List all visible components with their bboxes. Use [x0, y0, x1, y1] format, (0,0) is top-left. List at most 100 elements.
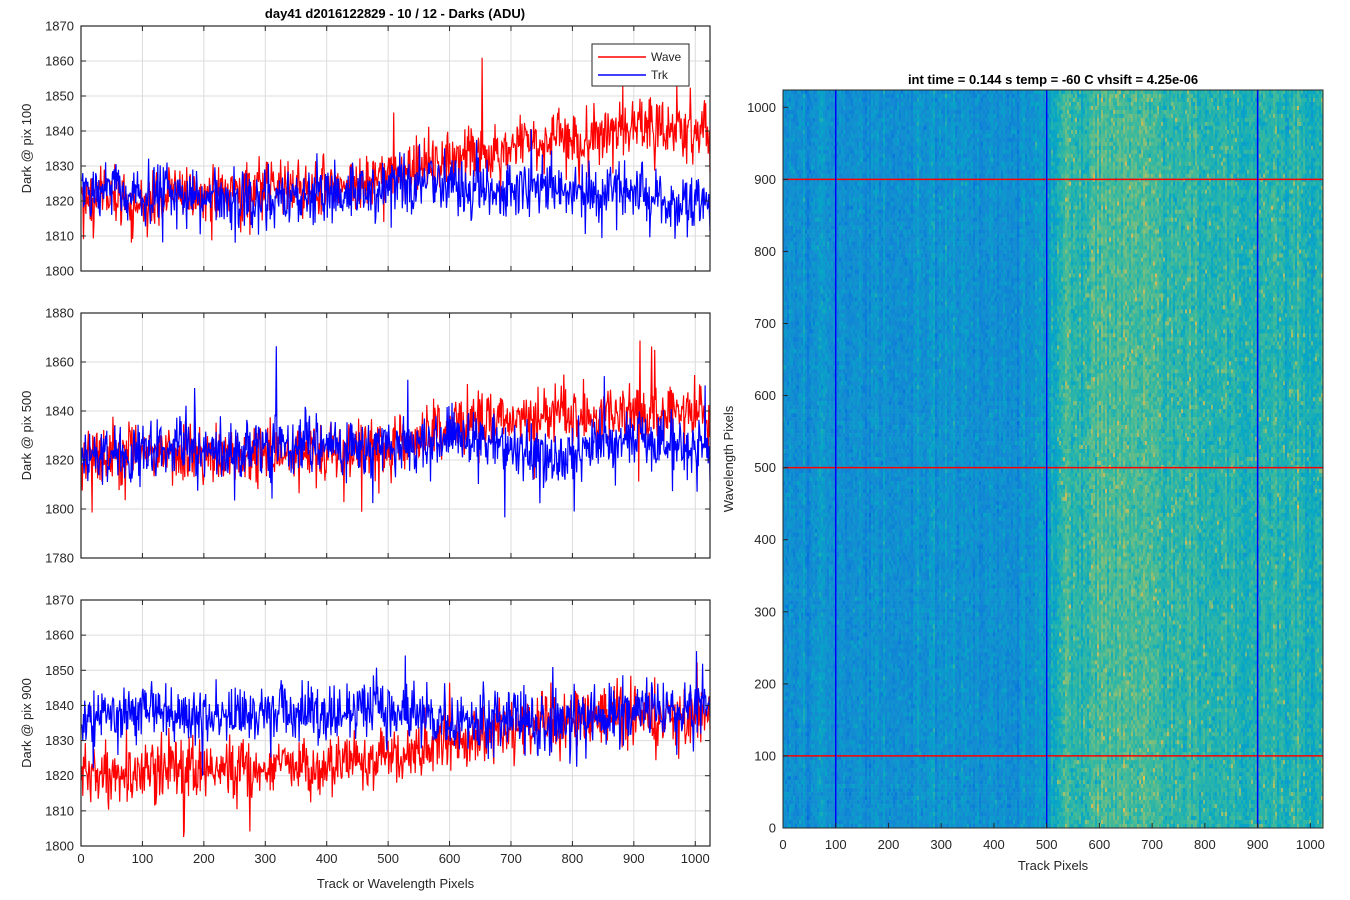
heatmap-cell [1017, 109, 1020, 115]
heatmap-cell [1311, 121, 1314, 127]
heatmap-cell [1301, 133, 1304, 139]
heatmap-cell [865, 149, 868, 155]
heatmap-cell [993, 105, 996, 111]
heatmap-cell [1083, 117, 1086, 123]
heatmap-cell [1115, 137, 1118, 143]
heatmap-cell [1099, 137, 1102, 143]
heatmap-cell [1015, 97, 1018, 103]
heatmap-cell [1299, 137, 1302, 143]
heatmap-cell [1117, 109, 1120, 115]
heatmap-cell [815, 97, 818, 103]
heatmap-cell [885, 117, 888, 123]
heatmap-cell [917, 145, 920, 151]
heatmap-cell [1101, 93, 1104, 99]
heatmap-cell [815, 129, 818, 135]
heatmap-cell [785, 153, 788, 159]
heatmap-cell [885, 97, 888, 103]
heatmap-cell [1085, 113, 1088, 119]
heatmap-cell [919, 109, 922, 115]
heatmap-cell [1133, 141, 1136, 147]
heatmap-cell [827, 109, 830, 115]
heatmap-cell [941, 133, 944, 139]
heatmap-cell [1321, 125, 1324, 131]
heatmap-cell [1087, 157, 1090, 163]
heatmap-cell [867, 125, 870, 131]
heatmap-cell [949, 157, 952, 163]
heatmap-cell [1129, 113, 1132, 119]
heatmap-cell [1135, 105, 1138, 111]
heatmap-cell [881, 109, 884, 115]
heatmap-cell [839, 157, 842, 163]
heatmap-cell [1223, 101, 1226, 107]
heatmap-cell [1143, 137, 1146, 143]
heatmap-cell [1135, 125, 1138, 131]
heatmap-cell [1105, 125, 1108, 131]
heatmap-cell [911, 113, 914, 119]
heatmap-cell [1009, 121, 1012, 127]
heatmap-cell [1069, 137, 1072, 143]
heatmap-cell [905, 149, 908, 155]
heatmap-cell [893, 157, 896, 163]
heatmap-cell [1157, 121, 1160, 127]
heatmap-cell [901, 90, 904, 95]
heatmap-cell [879, 129, 882, 135]
heatmap-cell [1043, 117, 1046, 123]
heatmap-cell [1147, 145, 1150, 151]
heatmap-cell [985, 149, 988, 155]
heatmap-cell [1273, 113, 1276, 119]
heatmap-cell [1225, 93, 1228, 99]
heatmap-cell [1169, 149, 1172, 155]
heatmap-cell [1043, 113, 1046, 119]
heatmap-cell [875, 125, 878, 131]
heatmap-cell [895, 125, 898, 131]
heatmap-cell [1071, 145, 1074, 151]
heatmap-cell [1217, 133, 1220, 139]
heatmap-cell [1303, 117, 1306, 123]
heatmap-cell [911, 149, 914, 155]
heatmap-cell [1205, 153, 1208, 159]
heatmap-cell [949, 97, 952, 103]
heatmap-cell [1019, 137, 1022, 143]
heatmap-cell [987, 141, 990, 147]
heatmap-cell [1099, 125, 1102, 131]
heatmap-cell [897, 90, 900, 95]
heatmap-cell [933, 145, 936, 151]
heatmap-cell [1139, 145, 1142, 151]
heatmap-cell [1015, 145, 1018, 151]
heatmap-cell [1217, 117, 1220, 123]
heatmap-cell [925, 93, 928, 99]
heatmap-cell [809, 149, 812, 155]
heatmap-cell [1223, 145, 1226, 151]
heatmap-cell [1195, 141, 1198, 147]
heatmap-cell [1211, 121, 1214, 127]
heatmap-cell [1319, 137, 1322, 143]
heatmap-cell [1193, 149, 1196, 155]
heatmap-cell [1191, 109, 1194, 115]
heatmap-cell [1223, 90, 1226, 95]
heatmap-cell [883, 141, 886, 147]
heatmap-cell [989, 97, 992, 103]
heatmap-cell [847, 137, 850, 143]
heatmap-cell [817, 117, 820, 123]
heatmap-cell [1301, 113, 1304, 119]
heatmap-cell [873, 141, 876, 147]
heatmap-cell [1161, 121, 1164, 127]
heatmap-cell [885, 121, 888, 127]
heatmap-cell [1091, 149, 1094, 155]
heatmap-cell [933, 125, 936, 131]
heatmap-cell [1299, 109, 1302, 115]
heatmap-cell [929, 90, 932, 95]
heatmap-cell [849, 141, 852, 147]
heatmap-cell [1135, 129, 1138, 135]
heatmap-cell [849, 109, 852, 115]
heatmap-cell [1261, 145, 1264, 151]
heatmap-cell [843, 113, 846, 119]
heatmap-cell [1079, 145, 1082, 151]
heatmap-cell [817, 145, 820, 151]
heatmap-cell [915, 90, 918, 95]
heatmap-cell [871, 145, 874, 151]
heatmap-cell [1083, 133, 1086, 139]
heatmap-cell [991, 93, 994, 99]
heatmap-cell [1117, 149, 1120, 155]
heatmap-cell [1237, 117, 1240, 123]
